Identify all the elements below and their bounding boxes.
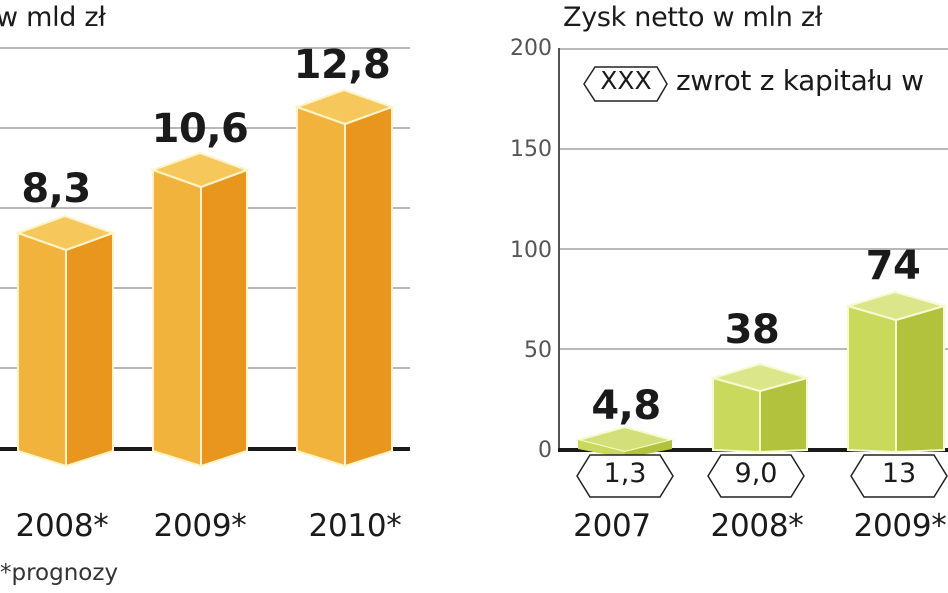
roe-value: 9,0 [734, 458, 778, 489]
roe-value: 13 [881, 458, 917, 489]
bar-value-label: 12,8 [293, 42, 391, 88]
bar-value-label: 8,3 [21, 166, 91, 212]
right-chart-title: Zysk netto w mln zł [563, 2, 823, 33]
bar-value-label: 4,8 [591, 383, 661, 429]
bar-value-label: 38 [724, 307, 780, 353]
legend-symbol: XXX [600, 66, 652, 95]
bar-value-label: 74 [865, 243, 921, 289]
bar-2009 [844, 290, 948, 454]
x-axis-label: 2009* [153, 508, 247, 544]
gridline [0, 127, 410, 129]
bar-2007 [574, 425, 676, 458]
y-tick: 150 [510, 137, 552, 162]
x-axis-label: 2009* [853, 508, 947, 544]
bar-2008 [709, 362, 811, 454]
x-axis-label: 2008* [15, 508, 109, 544]
legend-text: zwrot z kapitału w [676, 64, 924, 97]
x-axis-label: 2008* [710, 508, 804, 544]
y-axis [558, 48, 560, 450]
bar-2008 [15, 214, 116, 468]
x-axis-label: 2007 [573, 508, 651, 544]
y-tick: 100 [510, 238, 552, 263]
left-chart-title: w mld zł [0, 2, 106, 33]
gridline [560, 248, 948, 250]
x-axis-label: 2010* [308, 508, 402, 544]
gridline [0, 47, 410, 49]
baseline [558, 448, 948, 452]
bar-value-label: 10,6 [151, 106, 249, 152]
y-tick: 200 [510, 36, 552, 61]
left-bars [15, 88, 395, 468]
roe-value: 1,3 [603, 458, 647, 489]
bar-2010 [294, 88, 395, 468]
bar-2009 [150, 151, 250, 468]
gridline [560, 348, 948, 350]
gridline [560, 148, 948, 150]
y-tick: 0 [538, 438, 552, 463]
footnote: *prognozy [0, 560, 119, 586]
gridline [560, 48, 948, 50]
y-tick: 50 [524, 338, 552, 363]
